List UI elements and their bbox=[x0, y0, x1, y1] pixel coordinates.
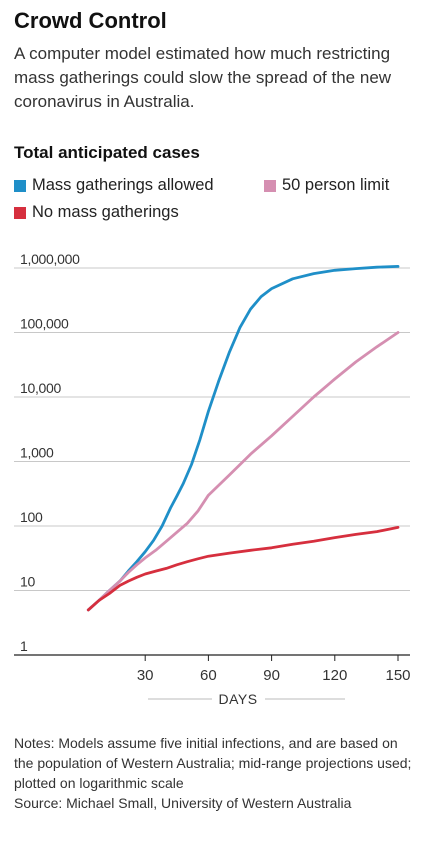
chart-subtitle: A computer model estimated how much rest… bbox=[14, 44, 392, 111]
y-tick-label: 10 bbox=[20, 574, 35, 590]
y-tick-label: 1 bbox=[20, 638, 28, 654]
legend-swatch-no-mass-gatherings bbox=[14, 206, 26, 219]
notes: Notes: Models assume five initial infect… bbox=[14, 733, 414, 813]
grid-lines bbox=[14, 267, 410, 591]
legend-swatch-mass-gatherings bbox=[14, 179, 26, 192]
legend-label-no-mass-gatherings: No mass gatherings bbox=[32, 203, 179, 221]
notes-text: Notes: Models assume five initial infect… bbox=[14, 735, 412, 791]
y-tick-labels: 1 10 100 1,000 10,000 100,000 1,000,000 bbox=[20, 251, 80, 654]
y-tick-label: 1,000,000 bbox=[20, 251, 80, 267]
y-tick-label: 10,000 bbox=[20, 380, 62, 396]
legend-swatch-50-person-limit bbox=[264, 179, 276, 192]
y-tick-label: 1,000 bbox=[20, 445, 54, 461]
x-axis: 30 60 90 120 150 DAYS bbox=[14, 654, 411, 707]
source-text: Source: Michael Small, University of Wes… bbox=[14, 795, 352, 811]
series-line-mass-gatherings-allowed bbox=[86, 265, 400, 612]
series-line-no-mass-gatherings bbox=[86, 526, 400, 612]
series-lines bbox=[86, 265, 400, 612]
x-tick-label: 60 bbox=[200, 667, 217, 684]
x-tick-label: 120 bbox=[322, 667, 347, 684]
legend-item-mass-gatherings: Mass gatherings allowed bbox=[14, 176, 214, 195]
legend-item-50-person-limit: 50 person limit bbox=[264, 176, 389, 195]
y-tick-label: 100,000 bbox=[20, 316, 69, 332]
x-tick-label: 90 bbox=[263, 667, 280, 684]
legend-label-50-person-limit: 50 person limit bbox=[282, 176, 390, 194]
x-tick-label: 150 bbox=[385, 667, 410, 684]
chart-title: Crowd Control bbox=[14, 8, 167, 33]
series-line-50-person-limit bbox=[86, 331, 400, 612]
y-tick-label: 100 bbox=[20, 509, 43, 525]
x-tick-label: 30 bbox=[137, 667, 154, 684]
section-title: Total anticipated cases bbox=[14, 143, 200, 162]
x-axis-label: DAYS bbox=[218, 691, 257, 707]
legend-item-no-mass-gatherings: No mass gatherings bbox=[14, 203, 179, 222]
legend-label-mass-gatherings: Mass gatherings allowed bbox=[32, 176, 214, 194]
line-chart: 1 10 100 1,000 10,000 100,000 1,000,000 30 60 90… bbox=[14, 251, 411, 707]
